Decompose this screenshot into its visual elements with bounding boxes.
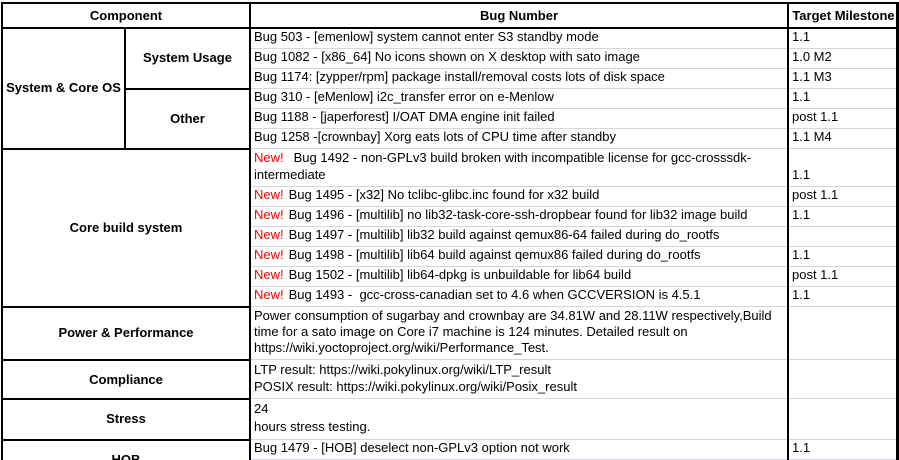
component-cell-power-performance: Power & Performance bbox=[1, 305, 251, 361]
component-cell-core-build-system: Core build system bbox=[1, 147, 251, 308]
bug-text: Bug 1496 - [multilib] no lib32-task-core… bbox=[288, 207, 748, 222]
component-cell-stress: Stress bbox=[1, 397, 251, 441]
table-row: Compliance LTP result: https://wiki.poky… bbox=[1, 358, 899, 400]
milestone-cell: 1.1 bbox=[787, 206, 899, 227]
bug-text: Bug 1498 - [multilib] lib64 build agains… bbox=[288, 247, 701, 262]
table-row: New! Bug 1493 - gcc-cross-canadian set to… bbox=[2, 286, 899, 307]
milestone-cell: 1.1 bbox=[787, 88, 899, 109]
bug-text: Bug 1495 - [x32] No tclibc-glibc.inc fou… bbox=[288, 187, 600, 202]
table-row: New! Bug 1495 - [x32] No tclibc-glibc.inc… bbox=[2, 186, 899, 207]
gridline-stub bbox=[377, 458, 378, 460]
component-cell-system-core-os: System & Core OS bbox=[1, 27, 126, 150]
new-flag: New! bbox=[254, 227, 284, 242]
milestone-cell: post 1.1 bbox=[787, 186, 899, 207]
milestone-cell bbox=[787, 306, 899, 360]
milestone-cell: post 1.1 bbox=[787, 266, 899, 287]
gridline-stub bbox=[124, 458, 125, 460]
milestone-cell: 1.1 bbox=[787, 246, 899, 267]
component-cell-system-usage: System Usage bbox=[124, 27, 251, 90]
bug-cell: New! Bug 1502 - [multilib] lib64-dpkg is … bbox=[249, 266, 788, 287]
table-row: New! Bug 1498 - [multilib] lib64 build ag… bbox=[2, 246, 899, 267]
bug-cell: New! Bug 1496 - [multilib] no lib32-task-… bbox=[249, 206, 788, 227]
milestone-cell bbox=[787, 398, 899, 440]
result-text-cell: 24 hours stress testing. bbox=[249, 398, 788, 440]
bug-cell: New! Bug 1492 - non-GPLv3 build broken wi… bbox=[249, 148, 788, 187]
header-component: Component bbox=[1, 2, 251, 29]
table-row: Bug 1188 - [japerforest] I/OAT DMA engin… bbox=[2, 108, 899, 129]
bug-cell: Bug 1188 - [japerforest] I/OAT DMA engin… bbox=[249, 108, 788, 129]
bug-cell: New! Bug 1498 - [multilib] lib64 build ag… bbox=[249, 246, 788, 267]
milestone-cell: 1.1 M4 bbox=[787, 128, 899, 149]
table-row: HOB Bug 1479 - [HOB] deselect non-GPLv3 … bbox=[1, 438, 899, 460]
table-row: Stress 24 hours stress testing. bbox=[1, 397, 899, 441]
header-bug-number: Bug Number bbox=[249, 2, 789, 29]
table-row: System & Core OS System Usage Bug 503 - … bbox=[1, 27, 899, 150]
milestone-cell: post 1.1 bbox=[787, 108, 899, 129]
bug-cell: New! Bug 1493 - gcc-cross-canadian set to… bbox=[249, 286, 788, 307]
bug-text: Bug 1497 - [multilib] lib32 build agains… bbox=[288, 227, 720, 242]
table-row: New! Bug 1497 - [multilib] lib32 build ag… bbox=[2, 226, 899, 247]
milestone-cell bbox=[787, 359, 899, 399]
bug-cell: Bug 503 - [emenlow] system cannot enter … bbox=[249, 28, 788, 49]
table-row: New! Bug 1496 - [multilib] no lib32-task-… bbox=[2, 206, 899, 227]
table-row: Core build system New! Bug 1492 - non-GPL… bbox=[1, 147, 899, 308]
component-cell-hob: HOB bbox=[1, 438, 251, 460]
bug-cell: New! Bug 1495 - [x32] No tclibc-glibc.inc… bbox=[249, 186, 788, 207]
milestone-cell: 1.0 M2 bbox=[787, 48, 899, 69]
milestone-cell: 1.1 bbox=[787, 286, 899, 307]
table-row: Other Bug 310 - [eMenlow] i2c_transfer e… bbox=[2, 87, 899, 150]
bug-cell: Bug 1258 -[crownbay] Xorg eats lots of C… bbox=[249, 128, 788, 149]
gridline-stub bbox=[570, 458, 571, 460]
component-cell-other: Other bbox=[124, 87, 251, 150]
milestone-cell: 1.1 bbox=[787, 148, 899, 187]
table-row: Bug 1082 - [x86_64] No icons shown on X … bbox=[2, 48, 899, 69]
result-text-cell: Power consumption of sugarbay and crownb… bbox=[249, 306, 788, 360]
new-flag: New! bbox=[254, 150, 284, 165]
bug-cell: Bug 1082 - [x86_64] No icons shown on X … bbox=[249, 48, 788, 69]
bug-cell: Bug 1174: [zypper/rpm] package install/r… bbox=[249, 68, 788, 89]
new-flag: New! bbox=[254, 267, 284, 282]
bug-text: Bug 1492 - non-GPLv3 build broken with i… bbox=[254, 150, 752, 182]
new-flag: New! bbox=[254, 207, 284, 222]
bug-cell: Bug 1479 - [HOB] deselect non-GPLv3 opti… bbox=[249, 439, 788, 460]
table-row: Power & Performance Power consumption of… bbox=[1, 305, 899, 361]
milestone-cell: 1.1 bbox=[787, 439, 899, 460]
table-header-row: Component Bug Number Target Milestone bbox=[1, 2, 899, 29]
bug-cell: New! Bug 1497 - [multilib] lib32 build ag… bbox=[249, 226, 788, 247]
new-flag: New! bbox=[254, 247, 284, 262]
milestone-cell: 1.1 bbox=[787, 28, 899, 49]
table-row: New! Bug 1502 - [multilib] lib64-dpkg is … bbox=[2, 266, 899, 287]
milestone-cell bbox=[787, 226, 899, 247]
result-text-cell: LTP result: https://wiki.pokylinux.org/w… bbox=[249, 359, 788, 399]
table-row: Bug 1174: [zypper/rpm] package install/r… bbox=[2, 68, 899, 89]
bug-text: Bug 1502 - [multilib] lib64-dpkg is unbu… bbox=[288, 267, 632, 282]
new-flag: New! bbox=[254, 187, 284, 202]
header-target-milestone: Target Milestone bbox=[787, 2, 899, 29]
component-cell-compliance: Compliance bbox=[1, 358, 251, 400]
bug-cell: Bug 310 - [eMenlow] i2c_transfer error o… bbox=[249, 88, 788, 109]
table-row: Bug 1258 -[crownbay] Xorg eats lots of C… bbox=[2, 128, 899, 149]
new-flag: New! bbox=[254, 287, 284, 302]
milestone-cell: 1.1 M3 bbox=[787, 68, 899, 89]
table-right-border bbox=[896, 4, 899, 460]
bug-text: Bug 1493 - gcc-cross-canadian set to 4.6… bbox=[288, 287, 701, 302]
